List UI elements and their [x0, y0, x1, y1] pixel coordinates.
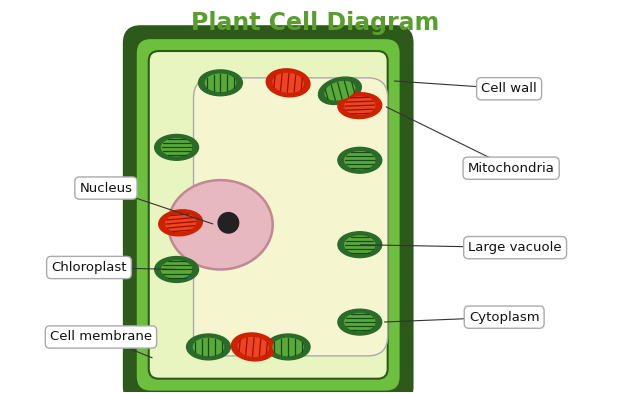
- Ellipse shape: [266, 69, 310, 97]
- Ellipse shape: [266, 334, 310, 360]
- Text: Chloroplast: Chloroplast: [51, 261, 127, 274]
- FancyBboxPatch shape: [193, 78, 387, 356]
- Ellipse shape: [161, 260, 192, 279]
- Text: Plant Cell Diagram: Plant Cell Diagram: [191, 11, 439, 35]
- Ellipse shape: [344, 235, 375, 254]
- Ellipse shape: [344, 96, 375, 115]
- Ellipse shape: [165, 213, 197, 232]
- Ellipse shape: [161, 138, 192, 157]
- Ellipse shape: [159, 210, 202, 236]
- Ellipse shape: [338, 309, 382, 335]
- Ellipse shape: [238, 337, 269, 357]
- Text: Cell membrane: Cell membrane: [50, 331, 152, 343]
- Ellipse shape: [155, 134, 198, 160]
- Ellipse shape: [272, 338, 304, 356]
- Text: Nucleus: Nucleus: [79, 182, 132, 195]
- Text: Cytoplasm: Cytoplasm: [469, 310, 539, 324]
- Ellipse shape: [155, 257, 198, 283]
- Ellipse shape: [338, 232, 382, 257]
- Ellipse shape: [186, 334, 231, 360]
- Ellipse shape: [272, 73, 304, 93]
- Text: Large vacuole: Large vacuole: [468, 241, 562, 254]
- Ellipse shape: [338, 93, 382, 119]
- Text: Mitochondria: Mitochondria: [467, 162, 554, 175]
- Ellipse shape: [231, 333, 275, 361]
- Ellipse shape: [338, 147, 382, 173]
- Ellipse shape: [193, 338, 224, 356]
- Ellipse shape: [324, 81, 355, 101]
- Ellipse shape: [168, 180, 273, 270]
- FancyBboxPatch shape: [137, 39, 399, 391]
- Ellipse shape: [319, 77, 362, 105]
- FancyBboxPatch shape: [123, 25, 413, 393]
- Ellipse shape: [217, 212, 239, 234]
- Ellipse shape: [344, 151, 375, 169]
- Ellipse shape: [205, 73, 236, 92]
- Ellipse shape: [344, 313, 375, 331]
- Text: Cell wall: Cell wall: [481, 82, 537, 95]
- FancyBboxPatch shape: [149, 51, 387, 379]
- Ellipse shape: [198, 70, 243, 96]
